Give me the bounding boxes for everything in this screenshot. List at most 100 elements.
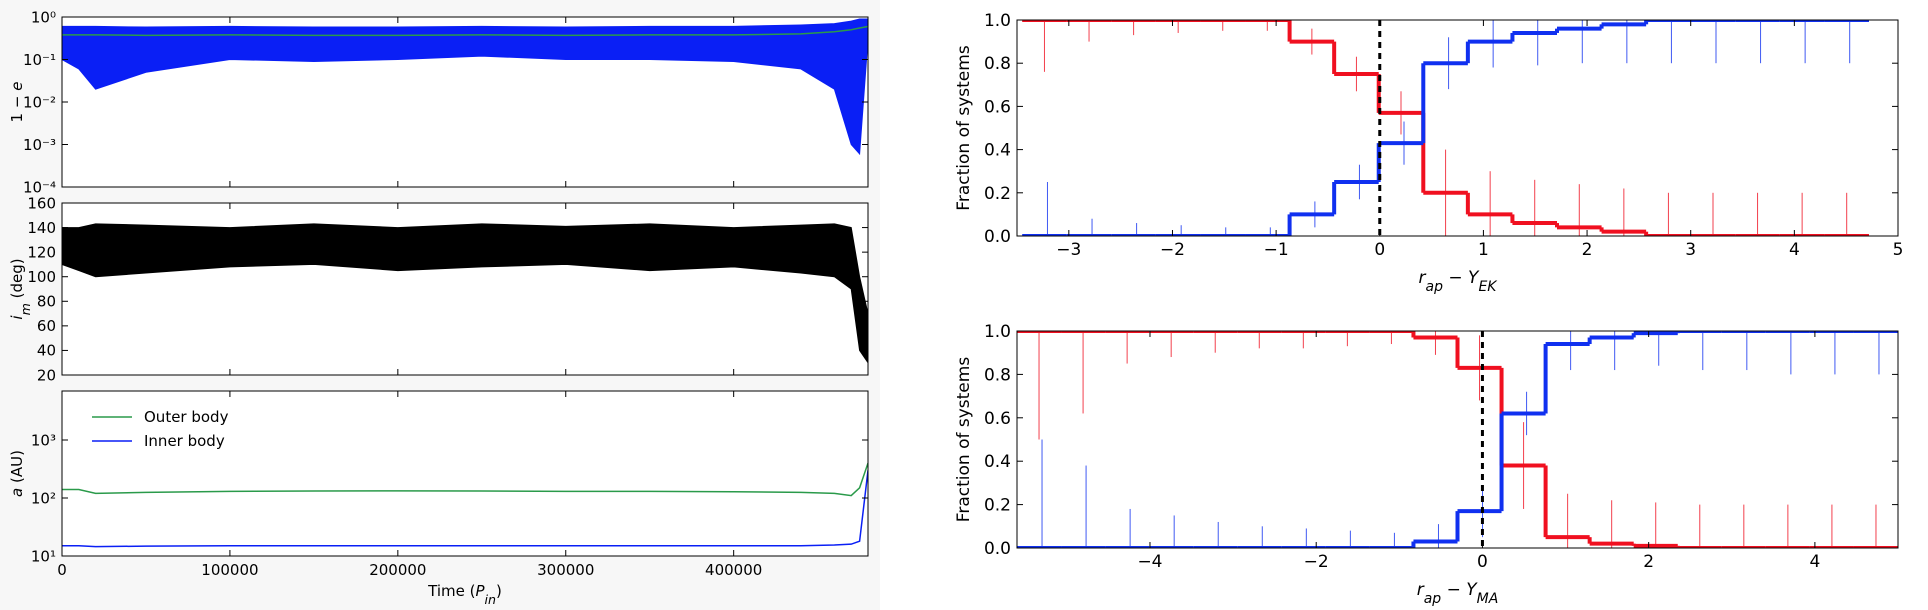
y-axis-label: Fraction of systems <box>954 45 974 211</box>
x-tick-label: 4 <box>1789 240 1800 260</box>
series-line <box>62 25 868 37</box>
band <box>62 223 868 364</box>
label-part: Fraction of systems <box>954 357 974 523</box>
y-tick-label: 80 <box>37 293 56 311</box>
y-axis-label: im (deg) <box>8 258 33 319</box>
plot-area <box>62 391 868 556</box>
label-part: a <box>8 488 26 497</box>
y-tick-label: 10⁻² <box>23 93 56 111</box>
y-tick-label: 10⁻⁴ <box>23 178 56 196</box>
y-tick-label: 60 <box>37 317 56 335</box>
axes-frame <box>1016 330 1899 549</box>
label-part: m <box>18 303 33 315</box>
x-tick-label: 0 <box>1477 552 1488 572</box>
y-tick-label: 0.8 <box>984 54 1011 74</box>
y-tick-label: 1.0 <box>984 11 1011 31</box>
legend-label: Outer body <box>144 408 229 426</box>
y-tick-label: 10⁻¹ <box>23 51 56 69</box>
panel: 20 40 60 80 100 120 140 160 im (deg) <box>8 194 869 384</box>
axes-frame <box>61 202 869 376</box>
x-axis-label: rap − YMA <box>1417 580 1499 607</box>
label-part: (AU) <box>8 450 26 488</box>
x-axis-label: rap − YEK <box>1419 268 1499 295</box>
x-tick-label: 2 <box>1643 552 1654 572</box>
y-axis-label: 1 − e <box>8 82 26 123</box>
axes-frame <box>61 390 869 557</box>
x-tick-label: −3 <box>1056 240 1081 260</box>
y-tick-label: 0.4 <box>984 452 1011 472</box>
plot <box>1022 20 1869 236</box>
label-part: Fraction of systems <box>954 45 974 211</box>
x-tick-label: 2 <box>1582 240 1593 260</box>
plot <box>62 462 868 548</box>
y-tick-label: 40 <box>37 342 56 360</box>
x-tick-label: 1 <box>1478 240 1489 260</box>
y-tick-label: 0.6 <box>984 97 1011 117</box>
y-tick-label: 100 <box>27 268 56 286</box>
y-tick-label: 10⁰ <box>31 8 56 26</box>
y-tick-label: 10¹ <box>31 547 56 565</box>
label-part: P <box>475 582 485 600</box>
y-tick-label: 1.0 <box>984 322 1011 342</box>
y-tick-label: 0.0 <box>984 227 1011 247</box>
y-axis-label: Fraction of systems <box>954 357 974 523</box>
x-tick-label: −1 <box>1264 240 1289 260</box>
x-axis-label: Time (Pin) <box>427 582 502 607</box>
y-tick-label: 10⁻³ <box>23 136 56 154</box>
label-part: r <box>1417 580 1425 600</box>
label-part: r <box>1419 268 1427 288</box>
label-part: − <box>1443 268 1468 288</box>
panel: 10⁻⁴ 10⁻³ 10⁻² 10⁻¹ 10⁰ 1 − e <box>8 8 869 196</box>
label-part: MA <box>1477 591 1499 607</box>
y-tick-label: 120 <box>27 243 56 261</box>
y-tick-label: 0.2 <box>984 496 1011 516</box>
y-tick-label: 160 <box>27 194 56 212</box>
y-tick-label: 0.8 <box>984 365 1011 385</box>
x-tick-label: 400000 <box>705 561 762 579</box>
x-tick-label: −2 <box>1160 240 1185 260</box>
label-part: 1 − <box>8 91 26 123</box>
y-tick-label: 0.4 <box>984 141 1011 161</box>
series-line <box>62 470 868 548</box>
x-tick-label: 4 <box>1809 552 1820 572</box>
label-part: Time ( <box>427 582 475 600</box>
legend-label: Inner body <box>144 432 225 450</box>
plot <box>62 18 868 156</box>
label-part: ) <box>496 582 502 600</box>
label-part: Y <box>1468 268 1480 288</box>
label-part: EK <box>1478 279 1498 295</box>
x-tick-label: 0 <box>1374 240 1385 260</box>
x-tick-label: 300000 <box>537 561 594 579</box>
band <box>62 18 868 156</box>
label-part: ap <box>1424 591 1442 607</box>
label-part: in <box>485 592 496 607</box>
panel: 0.0 0.2 0.4 0.6 0.8 1.0 −4 −2 0 2 4 rap − YMA Fracti… <box>954 322 1899 607</box>
plot-area <box>1017 20 1898 236</box>
y-tick-label: 0.0 <box>984 539 1011 559</box>
axes-frame <box>1016 19 1899 237</box>
label-part: e <box>8 82 26 91</box>
x-tick-label: 100000 <box>201 561 258 579</box>
x-tick-label: 0 <box>57 561 67 579</box>
label-part: (deg) <box>8 258 26 303</box>
x-tick-label: 5 <box>1893 240 1904 260</box>
x-tick-label: 200000 <box>369 561 426 579</box>
x-tick-label: −4 <box>1137 552 1162 572</box>
label-part: i <box>8 315 26 320</box>
series-line <box>62 462 868 497</box>
x-tick-label: 3 <box>1685 240 1696 260</box>
label-part: ap <box>1426 279 1444 295</box>
plot <box>62 223 868 364</box>
panel: 0.0 0.2 0.4 0.6 0.8 1.0 −3 −2 −1 0 1 2 3 4 5 rap − YEK F… <box>954 11 1903 295</box>
y-axis-label: a (AU) <box>8 450 26 497</box>
y-tick-label: 0.6 <box>984 409 1011 429</box>
label-part: Y <box>1466 580 1478 600</box>
x-tick-label: −2 <box>1304 552 1329 572</box>
y-tick-label: 20 <box>37 366 56 384</box>
y-tick-label: 140 <box>27 219 56 237</box>
label-part: − <box>1441 580 1466 600</box>
y-tick-label: 0.2 <box>984 184 1011 204</box>
y-tick-label: 10² <box>31 489 56 507</box>
y-tick-label: 10³ <box>31 431 56 449</box>
